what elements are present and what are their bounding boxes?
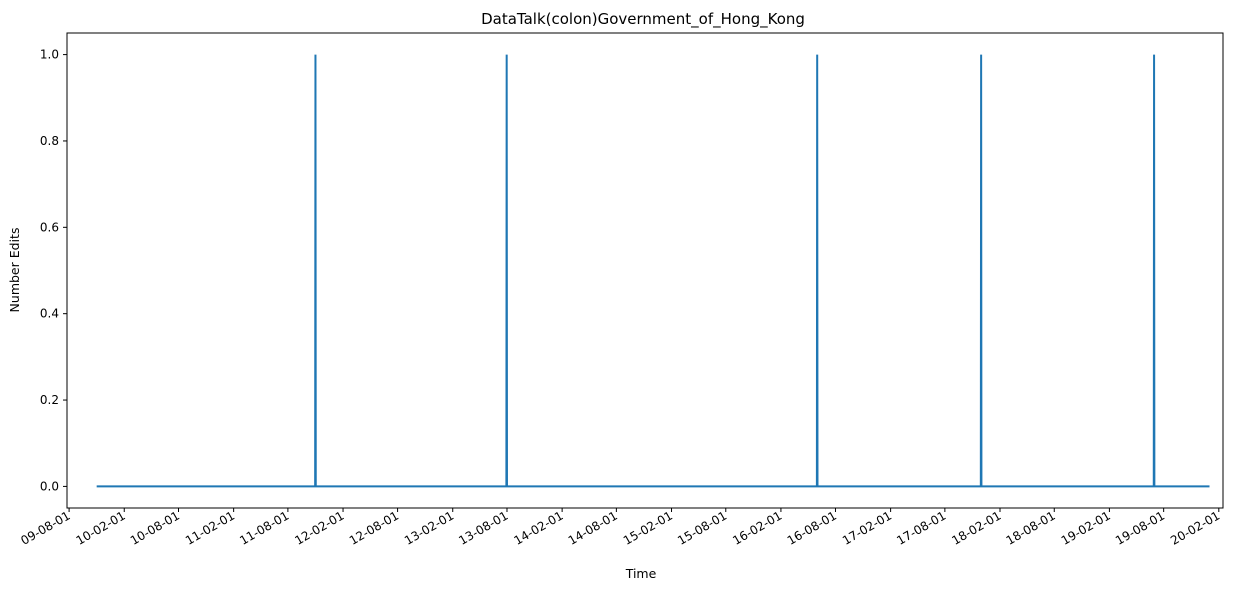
x-tick-label: 19-08-01	[1113, 508, 1167, 547]
x-tick-label: 17-08-01	[894, 508, 948, 547]
x-tick-label: 11-08-01	[237, 508, 291, 547]
x-tick-label: 10-08-01	[128, 508, 182, 547]
y-tick-label: 0.4	[40, 307, 59, 321]
y-tick-label: 0.6	[40, 220, 59, 234]
x-tick-label: 18-08-01	[1004, 508, 1058, 547]
y-tick-label: 0.0	[40, 479, 59, 493]
x-tick-label: 13-02-01	[402, 508, 456, 547]
x-tick-label: 11-02-01	[183, 508, 237, 547]
x-tick-label: 12-02-01	[292, 508, 346, 547]
y-tick-label: 0.2	[40, 393, 59, 407]
x-tick-label: 17-02-01	[840, 508, 894, 547]
x-tick-label: 15-02-01	[621, 508, 675, 547]
x-tick-label: 20-02-01	[1168, 508, 1222, 547]
y-axis: 0.0 0.2 0.4 0.6 0.8 1.0	[40, 48, 67, 493]
x-axis-label: Time	[625, 566, 657, 581]
x-tick-label: 14-08-01	[566, 508, 620, 547]
x-tick-label: 09-08-01	[18, 508, 72, 547]
x-tick-label: 15-08-01	[675, 508, 729, 547]
x-tick-label: 18-02-01	[949, 508, 1003, 547]
x-tick-label: 10-02-01	[74, 508, 128, 547]
y-axis-label: Number Edits	[7, 228, 22, 313]
y-tick-label: 0.8	[40, 134, 59, 148]
x-tick-label: 16-02-01	[730, 508, 784, 547]
x-tick-label: 16-08-01	[785, 508, 839, 547]
x-tick-label: 19-02-01	[1059, 508, 1113, 547]
chart-title: DataTalk(colon)Government_of_Hong_Kong	[481, 10, 805, 29]
y-tick-label: 1.0	[40, 48, 59, 62]
x-axis: 09-08-01 10-02-01 10-08-01 11-02-01 11-08-01…	[18, 508, 1222, 548]
plot-area-frame	[66, 32, 1224, 509]
series-line	[96, 54, 1210, 488]
series-layer	[96, 54, 1210, 488]
x-tick-label: 13-08-01	[456, 508, 510, 547]
x-tick-label: 12-08-01	[347, 508, 401, 547]
x-tick-label: 14-02-01	[511, 508, 565, 547]
